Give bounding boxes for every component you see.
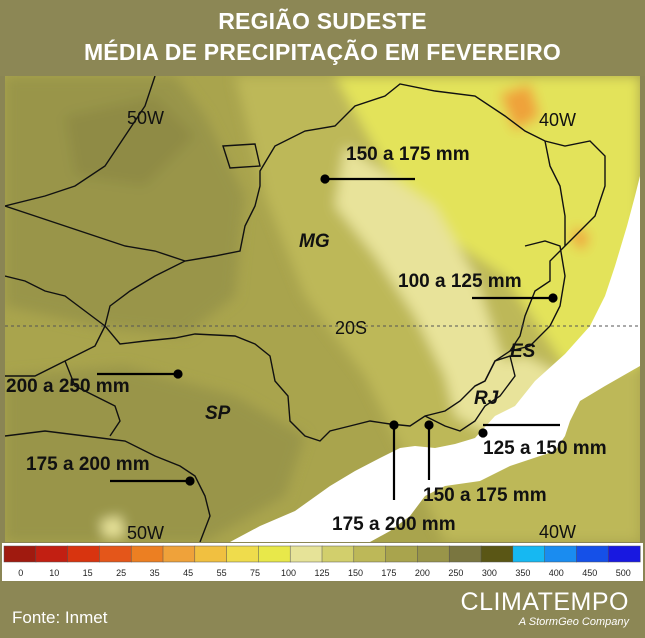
border-east-inner (544, 140, 566, 246)
brand-logo: CLIMATEMPO A StormGeo Company (461, 588, 629, 628)
annotation-sp-north: 200 a 250 mm (6, 376, 130, 397)
legend-swatch (480, 545, 514, 563)
marker-mg-north (320, 174, 330, 184)
marker-rj-east (478, 428, 488, 438)
border-ms (5, 275, 106, 327)
legend-tick-label: 10 (49, 568, 59, 578)
state-label-rj: RJ (474, 388, 499, 409)
border-sp-north (5, 325, 106, 377)
legend-tick-label: 250 (448, 568, 463, 578)
legend-tick-label: 300 (482, 568, 497, 578)
legend-swatch (289, 545, 323, 563)
legend-swatch (3, 545, 37, 563)
border-sp-west (64, 360, 121, 437)
legend-tick-label: 500 (616, 568, 631, 578)
legend-swatch (130, 545, 164, 563)
legend-swatches (3, 545, 641, 563)
marker-mg-east (548, 293, 558, 303)
legend-tick-label: 350 (515, 568, 530, 578)
legend-swatch (162, 545, 196, 563)
lon-label-50-bottom: 50W (127, 523, 164, 542)
annotation-rj-east: 125 a 150 mm (483, 438, 607, 459)
border-sp-south (5, 430, 211, 542)
annotation-mg-east: 100 a 125 mm (398, 271, 522, 292)
marker-rj-coast-1 (424, 420, 434, 430)
legend-tick-label: 400 (549, 568, 564, 578)
legend-tick-label: 125 (314, 568, 329, 578)
border-df (222, 143, 261, 169)
legend-tick-label: 25 (116, 568, 126, 578)
border-rj (424, 355, 516, 432)
title-line-2: MÉDIA DE PRECIPITAÇÃO EM FEVEREIRO (83, 39, 562, 65)
legend-tick-label: 150 (348, 568, 363, 578)
field-yellow-northeast (335, 76, 640, 366)
legend-swatch (194, 545, 228, 563)
field-pale-patch-sw (100, 516, 125, 538)
state-label-sp: SP (205, 403, 231, 424)
field-orange-e (571, 226, 590, 251)
legend-swatch (385, 545, 418, 563)
legend-swatch (448, 545, 482, 563)
border-mg-outline (104, 83, 606, 442)
field-dark-patch-nw (65, 96, 195, 186)
annotation-mg-north: 150 a 175 mm (346, 144, 470, 165)
legend-swatch (544, 545, 577, 563)
legend-tick-label: 45 (183, 568, 193, 578)
legend-tick-labels: 0 10 15 25 35 45 55 75 100 125 150 175 200 250 300 350 4… (18, 568, 631, 578)
source-credit: Fonte: Inmet (12, 608, 108, 627)
legend-tick-label: 35 (150, 568, 160, 578)
legend-tick-label: 200 (415, 568, 430, 578)
legend-tick-label: 75 (250, 568, 260, 578)
legend-swatch (226, 545, 259, 563)
title-bar: REGIÃO SUDESTE MÉDIA DE PRECIPITAÇÃO EM … (0, 0, 645, 76)
color-legend: 0 10 15 25 35 45 55 75 100 125 150 175 200 250 300 350 4… (2, 543, 643, 581)
legend-swatch (35, 545, 69, 563)
legend-swatch (607, 545, 641, 563)
legend-swatch (99, 545, 132, 563)
legend-swatch (353, 545, 387, 563)
lon-label-50-top: 50W (127, 108, 164, 128)
title-line-1: REGIÃO SUDESTE (218, 8, 427, 34)
legend-tick-label: 0 (18, 568, 23, 578)
legend-tick-label: 55 (217, 568, 227, 578)
annotation-rj-coast-2: 175 a 200 mm (332, 514, 456, 535)
legend-swatch (258, 545, 291, 563)
marker-sp-south (185, 476, 195, 486)
border-center-west (5, 76, 156, 207)
field-orange-ne (500, 84, 540, 131)
marker-rj-coast-2 (389, 420, 399, 430)
legend-swatch (67, 545, 100, 563)
annotation-rj-coast-1: 150 a 175 mm (423, 485, 547, 506)
border-go-north (5, 205, 186, 262)
legend-swatch (576, 545, 609, 563)
state-borders (5, 76, 606, 542)
legend-tick-label: 175 (381, 568, 396, 578)
legend-swatch (512, 545, 546, 563)
border-es (509, 240, 566, 352)
field-dark-southwest (5, 366, 305, 542)
legend-swatch (417, 545, 450, 563)
legend-tick-label: 450 (582, 568, 597, 578)
footer-bar: Fonte: Inmet CLIMATEMPO A StormGeo Compa… (0, 582, 645, 638)
ocean (230, 176, 640, 542)
legend-tick-label: 100 (281, 568, 296, 578)
legend-swatch (321, 545, 355, 563)
field-pale-core (335, 146, 505, 416)
lon-label-40-bottom: 40W (539, 522, 576, 542)
state-label-es: ES (510, 341, 536, 362)
lon-label-40-top: 40W (539, 110, 576, 130)
state-label-mg: MG (299, 231, 330, 252)
precipitation-map: 50W 40W 20S 50W 40W MG SP RJ ES (5, 76, 640, 542)
marker-sp-north (173, 369, 183, 379)
annotation-leaders (97, 174, 560, 500)
annotation-sp-south: 175 a 200 mm (26, 454, 150, 475)
brand-tagline: A StormGeo Company (518, 616, 629, 628)
legend-tick-label: 15 (83, 568, 93, 578)
lat-label-20: 20S (335, 318, 367, 338)
brand-name: CLIMATEMPO (460, 588, 629, 616)
